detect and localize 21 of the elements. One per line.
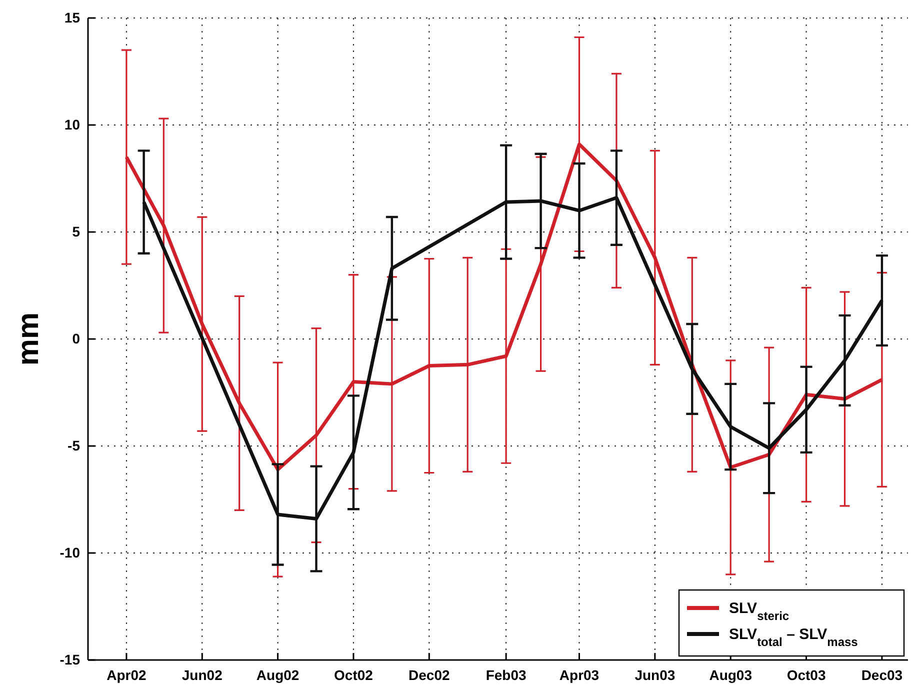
x-tick-label: Dec02	[408, 666, 450, 683]
x-tick-label: Aug02	[256, 666, 300, 683]
y-tick-label: 15	[64, 9, 80, 26]
x-tick-label: Dec03	[861, 666, 903, 683]
y-tick-label: -5	[68, 437, 80, 454]
x-tick-label: Oct02	[334, 666, 374, 683]
y-tick-label: 5	[72, 223, 80, 240]
legend-label: SLV$_{total}$ – SLV$_{mass}$	[729, 626, 858, 649]
x-tick-label: Jun02	[182, 666, 223, 683]
x-tick-label: Feb03	[486, 666, 527, 683]
y-tick-label: -10	[60, 544, 80, 560]
x-tick-label: Apr02	[106, 666, 147, 683]
y-tick-label: 10	[64, 116, 80, 132]
y-tick-label: -15	[60, 651, 80, 668]
x-tick-label: Aug03	[709, 666, 752, 683]
legend-label: SLV$_{steric}$	[729, 600, 790, 623]
y-tick-label: 0	[72, 330, 80, 346]
x-tick-label: Apr03	[559, 666, 600, 683]
x-tick-label: Jun03	[634, 666, 676, 683]
x-tick-label: Oct03	[786, 666, 826, 683]
y-axis-title: mm	[12, 312, 45, 366]
